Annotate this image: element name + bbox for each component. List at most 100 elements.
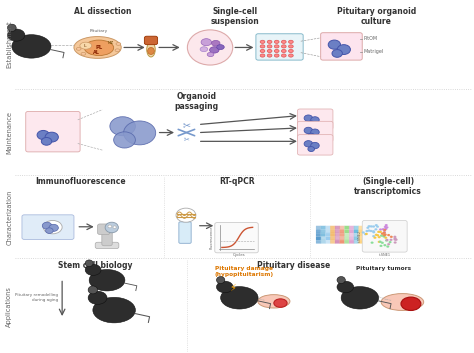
Ellipse shape: [187, 30, 233, 65]
Ellipse shape: [394, 241, 397, 244]
Text: Cycles: Cycles: [233, 253, 245, 257]
Ellipse shape: [370, 230, 373, 232]
Ellipse shape: [376, 226, 379, 228]
FancyBboxPatch shape: [335, 229, 340, 233]
Ellipse shape: [384, 228, 387, 230]
Ellipse shape: [385, 226, 388, 228]
Text: MZ: MZ: [108, 41, 114, 45]
Ellipse shape: [176, 208, 196, 222]
FancyBboxPatch shape: [98, 224, 110, 234]
Ellipse shape: [384, 226, 387, 228]
Ellipse shape: [379, 231, 382, 233]
Ellipse shape: [260, 54, 265, 57]
Ellipse shape: [308, 133, 315, 138]
Ellipse shape: [124, 121, 156, 145]
Ellipse shape: [267, 54, 272, 57]
Ellipse shape: [311, 129, 319, 135]
Ellipse shape: [148, 47, 155, 54]
Ellipse shape: [43, 221, 62, 234]
Ellipse shape: [383, 232, 386, 234]
Text: t-SNE2: t-SNE2: [358, 230, 362, 243]
FancyBboxPatch shape: [22, 215, 74, 239]
Ellipse shape: [373, 231, 375, 233]
Ellipse shape: [374, 228, 377, 231]
FancyBboxPatch shape: [145, 36, 157, 44]
FancyBboxPatch shape: [215, 222, 258, 253]
Ellipse shape: [76, 47, 81, 50]
FancyBboxPatch shape: [344, 240, 349, 244]
FancyBboxPatch shape: [316, 229, 321, 233]
Ellipse shape: [384, 237, 387, 239]
Ellipse shape: [221, 287, 258, 309]
Ellipse shape: [383, 234, 386, 236]
Ellipse shape: [378, 241, 381, 243]
Ellipse shape: [304, 127, 313, 133]
Text: Stem cell biology: Stem cell biology: [58, 261, 132, 270]
Ellipse shape: [337, 276, 346, 283]
Ellipse shape: [274, 299, 287, 307]
Ellipse shape: [393, 239, 396, 241]
Ellipse shape: [395, 239, 398, 241]
Ellipse shape: [328, 40, 340, 49]
FancyBboxPatch shape: [354, 240, 359, 244]
Ellipse shape: [383, 230, 386, 232]
Ellipse shape: [210, 47, 219, 53]
FancyBboxPatch shape: [320, 236, 326, 240]
Ellipse shape: [381, 294, 424, 311]
FancyBboxPatch shape: [344, 226, 349, 229]
Ellipse shape: [260, 49, 265, 53]
Text: IL: IL: [84, 44, 88, 48]
Ellipse shape: [365, 233, 368, 235]
Ellipse shape: [113, 226, 116, 228]
FancyBboxPatch shape: [354, 236, 359, 240]
FancyBboxPatch shape: [339, 226, 345, 229]
Text: Establishment: Establishment: [6, 21, 12, 68]
Ellipse shape: [110, 117, 136, 136]
Ellipse shape: [274, 54, 279, 57]
Ellipse shape: [382, 234, 384, 237]
Ellipse shape: [393, 236, 396, 238]
Ellipse shape: [85, 264, 101, 275]
FancyBboxPatch shape: [339, 236, 345, 240]
FancyBboxPatch shape: [330, 236, 335, 240]
Ellipse shape: [282, 54, 286, 57]
Ellipse shape: [46, 228, 53, 233]
Text: Fluorescence: Fluorescence: [210, 226, 213, 249]
FancyBboxPatch shape: [316, 240, 321, 244]
Ellipse shape: [80, 42, 91, 49]
Ellipse shape: [45, 132, 58, 142]
Ellipse shape: [217, 44, 224, 49]
Ellipse shape: [8, 24, 16, 31]
Ellipse shape: [49, 224, 58, 231]
Ellipse shape: [370, 225, 373, 227]
FancyBboxPatch shape: [325, 240, 330, 244]
Ellipse shape: [289, 40, 293, 43]
Ellipse shape: [381, 233, 384, 235]
FancyBboxPatch shape: [316, 233, 321, 237]
Ellipse shape: [387, 243, 390, 245]
FancyBboxPatch shape: [330, 229, 335, 233]
FancyBboxPatch shape: [298, 121, 333, 142]
Ellipse shape: [37, 131, 49, 139]
Text: RT-qPCR: RT-qPCR: [219, 177, 255, 186]
Ellipse shape: [393, 237, 396, 239]
Ellipse shape: [383, 244, 386, 246]
Ellipse shape: [289, 45, 293, 48]
Text: t-SNE1: t-SNE1: [379, 252, 391, 257]
Ellipse shape: [386, 239, 389, 241]
Ellipse shape: [383, 229, 386, 231]
Text: Pituitary tumors: Pituitary tumors: [356, 266, 411, 271]
Ellipse shape: [114, 132, 136, 148]
Ellipse shape: [375, 234, 378, 236]
FancyBboxPatch shape: [325, 236, 330, 240]
Text: ✂: ✂: [183, 137, 190, 143]
Ellipse shape: [274, 49, 279, 53]
Ellipse shape: [274, 40, 279, 43]
Ellipse shape: [385, 224, 388, 226]
Ellipse shape: [364, 233, 367, 235]
Ellipse shape: [372, 230, 375, 232]
Ellipse shape: [337, 281, 354, 293]
Ellipse shape: [341, 287, 379, 309]
FancyBboxPatch shape: [335, 233, 340, 237]
FancyBboxPatch shape: [298, 134, 333, 155]
